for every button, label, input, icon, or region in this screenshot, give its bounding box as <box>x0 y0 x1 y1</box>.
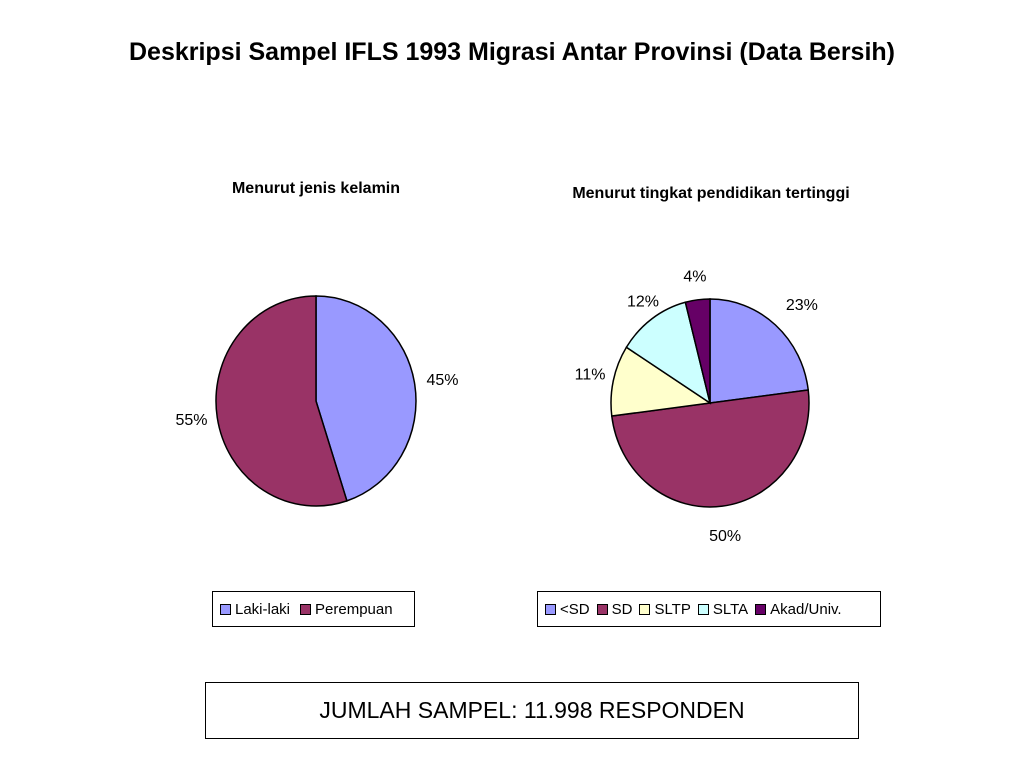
education-slice-label-2: 11% <box>575 367 606 384</box>
legend-item-akad-univ: Akad/Univ. <box>755 600 842 618</box>
sample-size-text: JUMLAH SAMPEL: 11.998 RESPONDEN <box>319 697 745 723</box>
education-chart-title: Menurut tingkat pendidikan tertinggi <box>572 185 850 202</box>
legend-label: SLTP <box>654 600 691 618</box>
gender-slice-0 <box>315 295 417 502</box>
gender-slice-label-1: 55% <box>175 412 207 429</box>
legend-swatch <box>596 603 608 615</box>
legend-item-sd: SD <box>596 600 633 618</box>
legend-swatch <box>220 603 231 615</box>
legend-swatch <box>639 603 651 615</box>
education-legend: <SD SD SLTP SLTA Akad/Univ. <box>537 591 881 627</box>
legend-label: Perempuan <box>315 600 393 618</box>
gender-slice-1 <box>215 295 348 507</box>
legend-swatch <box>697 603 709 615</box>
legend-item-lt-sd: <SD <box>545 601 590 618</box>
gender-slice-label-0: 45% <box>426 372 458 389</box>
gender-chart-title: Menurut jenis kelamin <box>231 180 401 197</box>
legend-label: Laki-laki <box>235 600 291 618</box>
education-slice-label-4: 4% <box>683 268 706 285</box>
legend-label: SD <box>611 600 633 618</box>
legend-item-slta: SLTA <box>697 600 749 618</box>
education-slice-3 <box>625 301 712 405</box>
legend-swatch <box>300 603 312 615</box>
legend-label: Akad/Univ. <box>770 600 842 618</box>
legend-swatch <box>545 603 556 615</box>
education-slice-4 <box>684 298 711 404</box>
education-slice-label-0: 23% <box>786 297 818 314</box>
legend-label: SLTA <box>712 600 749 618</box>
legend-label: <SD <box>560 600 590 618</box>
education-slice-0 <box>709 298 810 404</box>
education-slice-label-3: 12% <box>627 294 659 311</box>
slide-title: Deskripsi Sampel IFLS 1993 Migrasi Antar… <box>128 38 895 66</box>
legend-item-laki-laki: Laki-laki <box>220 601 290 618</box>
education-slice-1 <box>610 389 810 508</box>
gender-legend: Laki-laki Perempuan <box>212 591 415 627</box>
legend-item-perempuan: Perempuan <box>300 601 393 618</box>
sample-size-box: JUMLAH SAMPEL: 11.998 RESPONDEN <box>205 682 859 739</box>
education-slice-2 <box>610 346 713 417</box>
legend-swatch <box>755 603 767 615</box>
legend-item-sltp: SLTP <box>639 600 691 618</box>
education-slice-label-1: 50% <box>709 528 741 545</box>
